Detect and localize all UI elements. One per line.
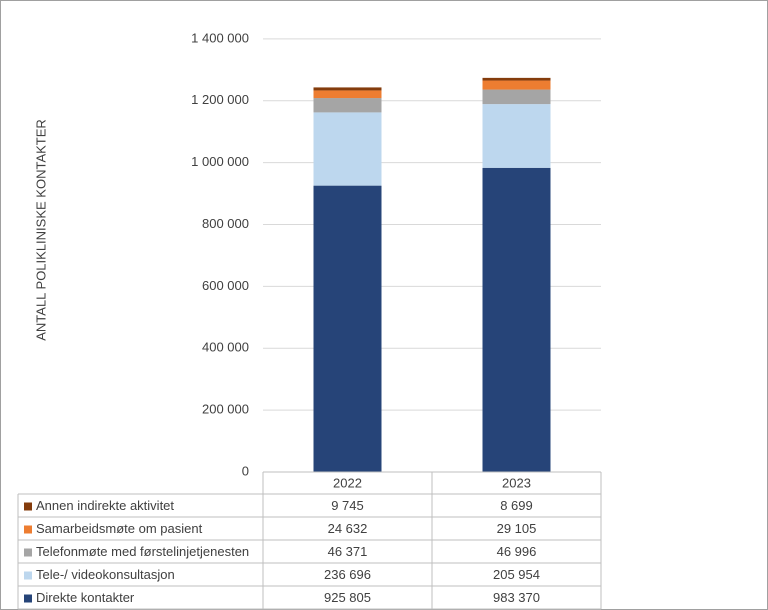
x-tick-label: 2022 <box>333 475 362 490</box>
bar-segment <box>313 185 382 472</box>
legend-swatch <box>24 571 32 580</box>
bar-segment <box>482 167 551 472</box>
bar-segment <box>482 80 551 90</box>
bar-segment <box>313 90 382 99</box>
table-value: 236 696 <box>324 567 371 582</box>
legend-swatch <box>24 548 32 557</box>
y-tick-label: 400 000 <box>202 340 249 355</box>
table-value: 9 745 <box>331 498 364 513</box>
legend-swatch <box>24 594 32 603</box>
y-tick-label: 1 000 000 <box>191 154 249 169</box>
bar-segment <box>482 77 551 81</box>
table-value: 24 632 <box>328 521 368 536</box>
y-tick-label: 600 000 <box>202 278 249 293</box>
bar-segment <box>313 112 382 186</box>
legend-label: Samarbeidsmøte om pasient <box>36 521 203 536</box>
legend-label: Tele-/ videokonsultasjon <box>36 567 175 582</box>
legend-swatch <box>24 525 32 534</box>
y-tick-label: 800 000 <box>202 216 249 231</box>
bar-segment <box>482 104 551 168</box>
legend-label: Direkte kontakter <box>36 590 135 605</box>
y-tick-label: 1 400 000 <box>191 30 249 45</box>
bar-segment <box>313 98 382 113</box>
bar-segment <box>313 87 382 91</box>
legend-label: Telefonmøte med førstelinjetjenesten <box>36 544 249 559</box>
y-tick-label: 1 200 000 <box>191 92 249 107</box>
table-value: 205 954 <box>493 567 540 582</box>
bar-segment <box>482 89 551 105</box>
table-value: 46 996 <box>497 544 537 559</box>
legend-label: Annen indirekte aktivitet <box>36 498 174 513</box>
y-tick-label: 200 000 <box>202 402 249 417</box>
table-value: 925 805 <box>324 590 371 605</box>
y-axis-label: ANTALL POLIKLINISKE KONTAKTER <box>33 119 48 341</box>
table-value: 8 699 <box>500 498 533 513</box>
y-tick-label: 0 <box>242 463 249 478</box>
x-tick-label: 2023 <box>502 475 531 490</box>
legend-swatch <box>24 502 32 511</box>
table-value: 46 371 <box>328 544 368 559</box>
table-value: 983 370 <box>493 590 540 605</box>
table-value: 29 105 <box>497 521 537 536</box>
